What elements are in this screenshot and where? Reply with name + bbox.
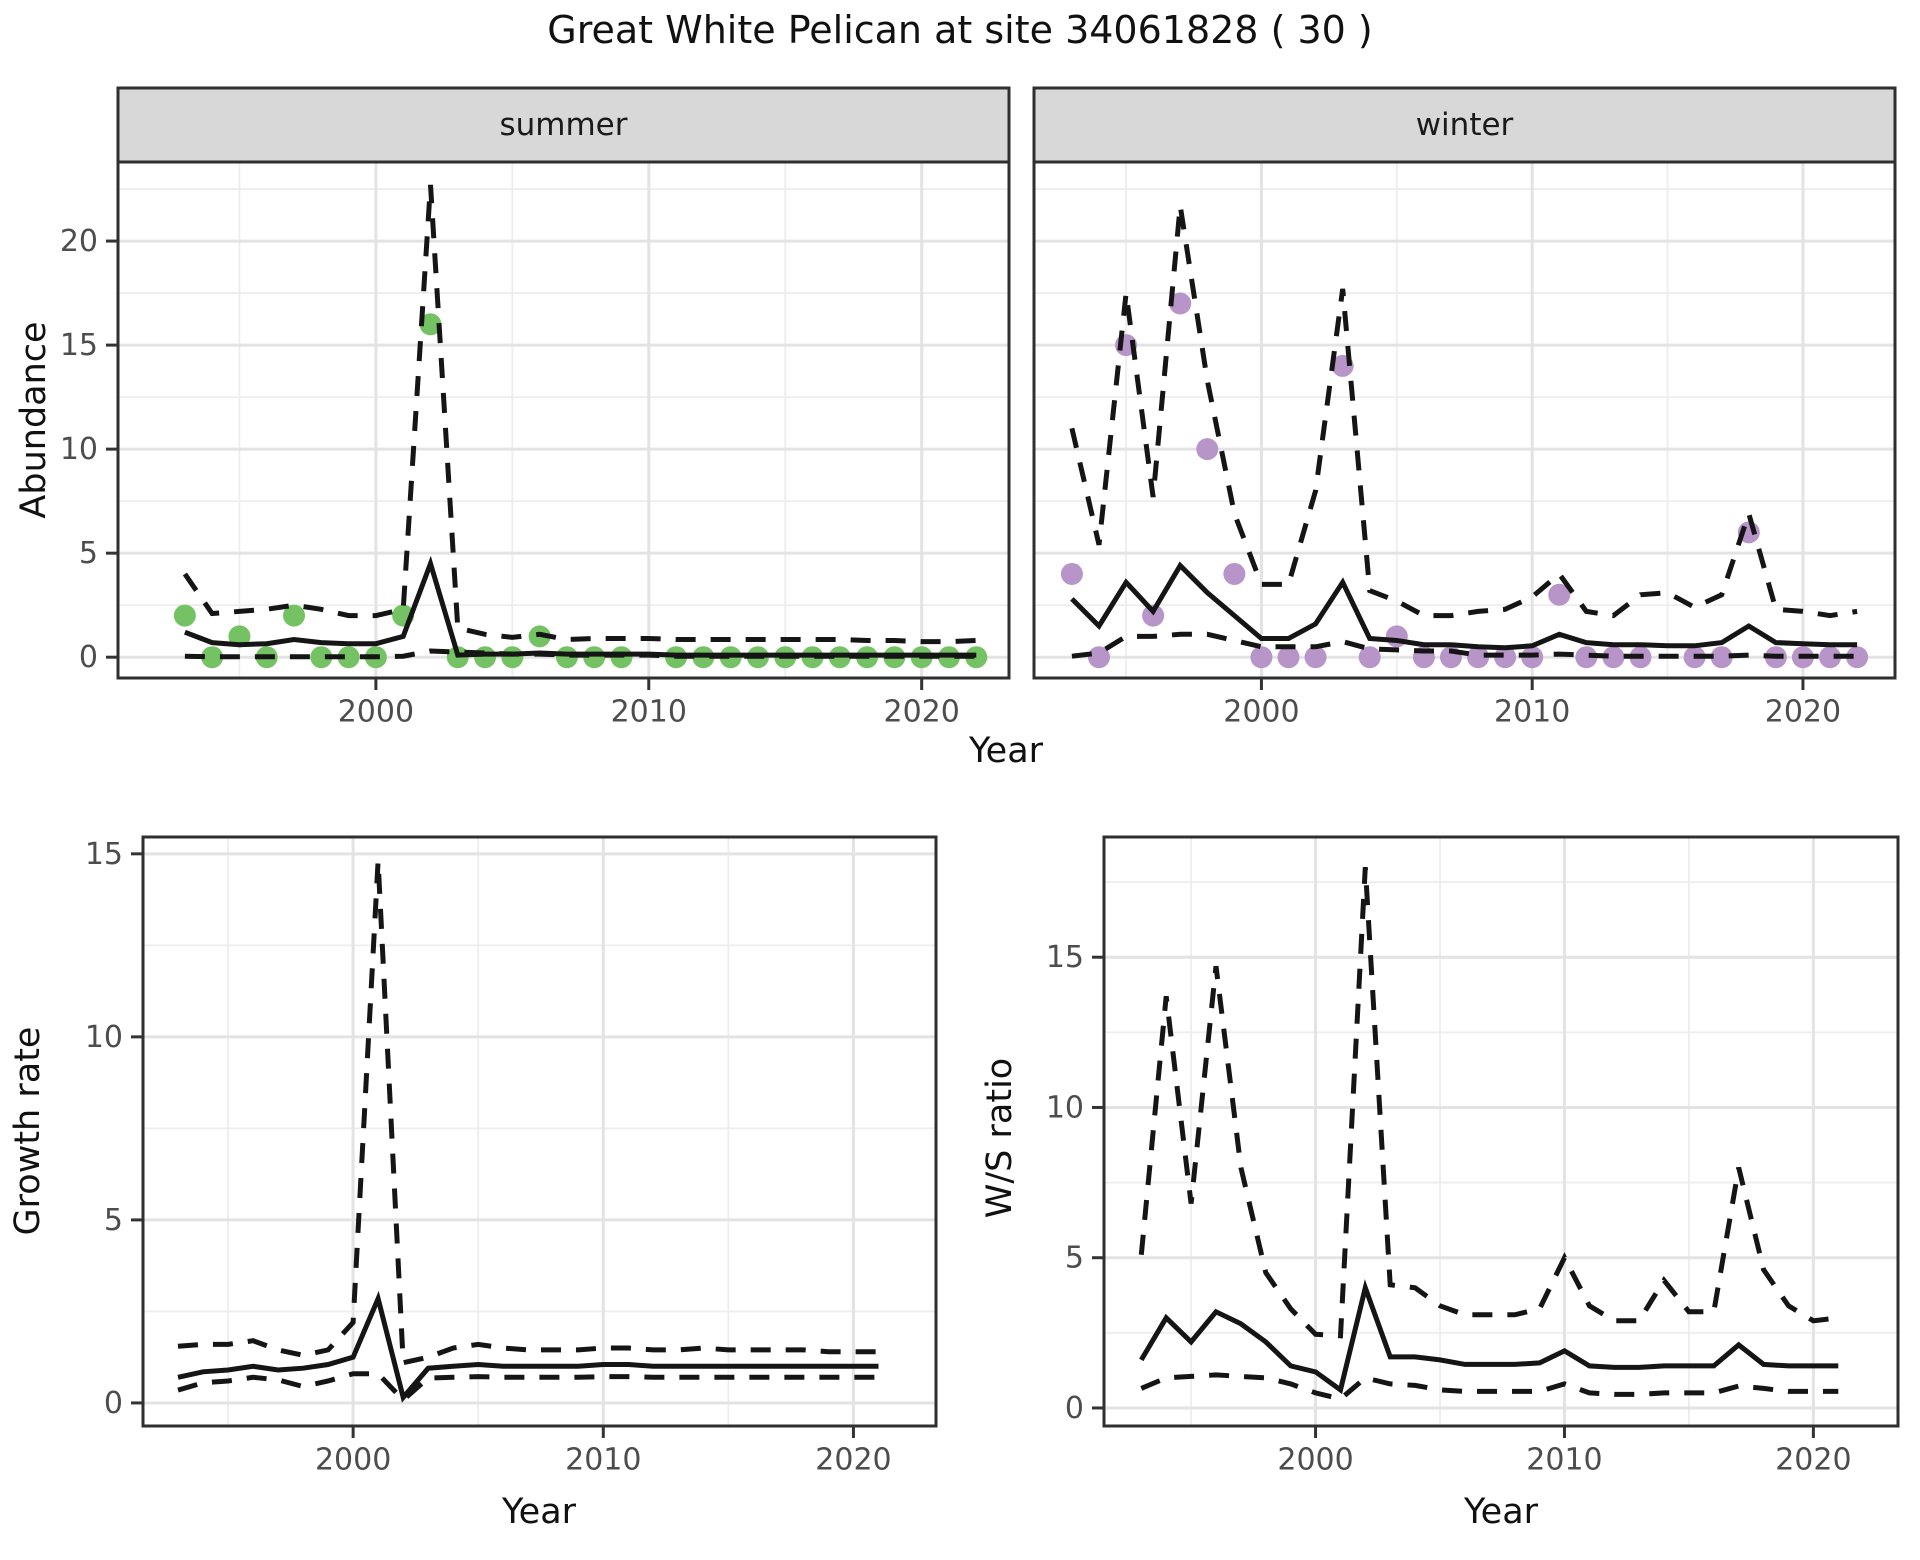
- ci-line: [182, 184, 977, 645]
- panel-border: [1102, 835, 1900, 1428]
- y-tick-label: 5: [1065, 1241, 1084, 1276]
- observed-point: [1494, 646, 1517, 669]
- x-tick-label: 2000: [315, 1443, 391, 1478]
- observed-point: [173, 604, 196, 627]
- ws-ratio-axis-title: W/S ratio: [980, 1057, 1020, 1219]
- ci-line: [184, 648, 977, 660]
- mean-line: [1139, 1279, 1839, 1395]
- data-layer: [177, 861, 879, 1404]
- ci-line: [1071, 631, 1858, 659]
- observed-point: [201, 646, 224, 669]
- abundance-axis-title: Abundance: [14, 321, 54, 519]
- observed-point: [1087, 646, 1110, 669]
- y-tick-label: 15: [85, 837, 123, 872]
- abundance-winter-chart: 2000 2010 2020: [1032, 86, 1897, 730]
- y-tick-label: 0: [1065, 1391, 1084, 1426]
- y-tick-label: 20: [60, 224, 98, 259]
- observed-point: [419, 313, 442, 336]
- x-tick-label: 2020: [815, 1443, 891, 1478]
- data-layer: [1060, 205, 1869, 669]
- y-tick-label: 0: [104, 1386, 123, 1421]
- growth-rate-chart: 2000 2010 2020 0 5 10 15: [85, 835, 938, 1478]
- facet-strip: [1032, 86, 1897, 164]
- x-tick-label: 2010: [565, 1443, 641, 1478]
- mean-line: [177, 1290, 879, 1403]
- observed-point: [1846, 646, 1869, 669]
- x-tick-label: 2000: [338, 695, 414, 730]
- x-tick-label: 2010: [1494, 695, 1570, 730]
- panel-border: [141, 835, 938, 1428]
- x-tick-label: 2020: [883, 695, 959, 730]
- observed-point: [1602, 646, 1625, 669]
- page-title: Great White Pelican at site 34061828 ( 3…: [547, 8, 1373, 52]
- ci-line: [1138, 866, 1839, 1339]
- observed-point: [1548, 583, 1571, 606]
- y-tick-label: 10: [1046, 1090, 1084, 1125]
- x-tick-label: 2000: [1223, 695, 1299, 730]
- top-year-axis-title: Year: [968, 731, 1044, 771]
- facet-strip-summer-label: summer: [499, 107, 628, 143]
- observed-point: [1142, 604, 1165, 627]
- observed-point: [1223, 562, 1246, 585]
- y-tick-label: 10: [60, 432, 98, 467]
- data-layer: [173, 184, 988, 669]
- y-tick-label: 0: [79, 640, 98, 675]
- growth-rate-axis-title: Growth rate: [8, 1026, 48, 1236]
- ci-line: [1069, 205, 1858, 619]
- y-tick-label: 15: [1046, 940, 1084, 975]
- observed-point: [1575, 646, 1598, 669]
- observed-point: [283, 604, 306, 627]
- observed-point: [501, 646, 524, 669]
- mean-line: [1070, 561, 1858, 651]
- y-tick-label: 10: [85, 1020, 123, 1055]
- panel-background: [1034, 162, 1895, 678]
- observed-point: [337, 646, 360, 669]
- data-layer: [1138, 866, 1839, 1402]
- facet-strip: [116, 86, 1011, 164]
- y-tick-label: 15: [60, 328, 98, 363]
- ci-line: [1140, 1372, 1839, 1402]
- panel-background: [118, 162, 1009, 678]
- y-tick-label: 5: [104, 1203, 123, 1238]
- abundance-summer-chart: 2000 2010 2020 0 5 10 15 20: [60, 86, 1011, 730]
- observed-point: [1196, 438, 1219, 461]
- panel-background: [1104, 837, 1898, 1426]
- x-tick-label: 2000: [1277, 1443, 1353, 1478]
- x-tick-label: 2020: [1765, 695, 1841, 730]
- x-tick-label: 2010: [1526, 1443, 1602, 1478]
- panel-background: [143, 837, 936, 1426]
- observed-point: [1250, 646, 1273, 669]
- observed-point: [1467, 646, 1490, 669]
- y-tick-label: 5: [79, 536, 98, 571]
- ci-line: [177, 861, 879, 1366]
- ws-year-axis-title: Year: [1463, 1492, 1539, 1532]
- x-tick-label: 2010: [611, 695, 687, 730]
- observed-point: [1710, 646, 1733, 669]
- ci-line: [177, 1371, 879, 1404]
- observed-point: [1169, 292, 1192, 315]
- observed-point: [1819, 646, 1842, 669]
- observed-point: [1060, 562, 1083, 585]
- observed-point: [474, 646, 497, 669]
- ws-ratio-chart: 2000 2010 2020 0 5 10 15: [1046, 835, 1900, 1478]
- observed-point: [310, 646, 333, 669]
- observed-point: [1304, 646, 1327, 669]
- facet-strip-winter-label: winter: [1415, 107, 1514, 143]
- x-tick-label: 2020: [1775, 1443, 1851, 1478]
- growth-year-axis-title: Year: [501, 1492, 577, 1532]
- observed-point: [1277, 646, 1300, 669]
- observed-point: [1358, 646, 1381, 669]
